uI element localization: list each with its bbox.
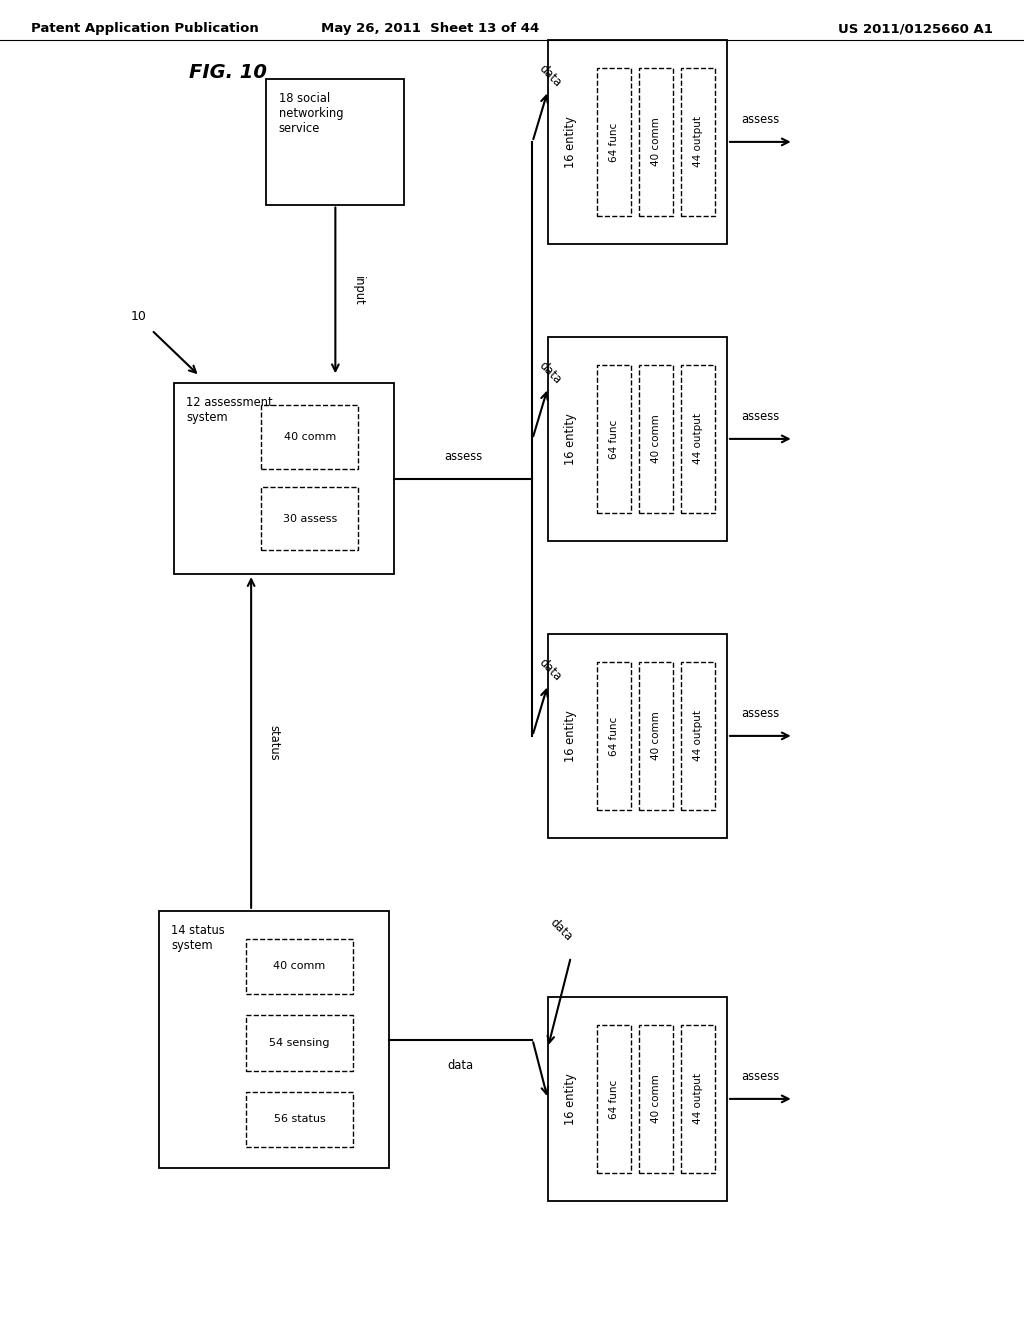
Bar	[261, 487, 358, 550]
Text: 14 status
system: 14 status system	[171, 924, 224, 952]
Bar	[639, 364, 673, 513]
Text: 64 func: 64 func	[609, 1080, 618, 1118]
Text: 10: 10	[130, 310, 146, 323]
Text: assess: assess	[741, 1071, 780, 1082]
Text: 40 comm: 40 comm	[651, 1074, 660, 1123]
Text: 16 entity: 16 entity	[564, 116, 577, 168]
Text: FIG. 10: FIG. 10	[189, 63, 267, 82]
Text: 56 status: 56 status	[273, 1114, 326, 1125]
Text: 40 comm: 40 comm	[651, 117, 660, 166]
Bar	[639, 69, 673, 216]
Bar	[597, 69, 631, 216]
Text: 40 comm: 40 comm	[284, 432, 336, 442]
Text: 30 assess: 30 assess	[283, 513, 337, 524]
Text: May 26, 2011  Sheet 13 of 44: May 26, 2011 Sheet 13 of 44	[321, 22, 540, 36]
Text: 18 social
networking
service: 18 social networking service	[279, 92, 343, 136]
Text: US 2011/0125660 A1: US 2011/0125660 A1	[839, 22, 993, 36]
Bar	[246, 1015, 353, 1071]
Text: 64 func: 64 func	[609, 420, 618, 458]
Text: status: status	[267, 725, 281, 760]
Text: 40 comm: 40 comm	[273, 961, 326, 972]
Bar	[548, 40, 727, 244]
Bar	[597, 663, 631, 809]
Text: assess: assess	[741, 114, 780, 125]
Text: 44 output: 44 output	[693, 413, 702, 465]
Text: 16 entity: 16 entity	[564, 710, 577, 762]
Text: 64 func: 64 func	[609, 123, 618, 161]
Bar	[597, 1024, 631, 1173]
Text: 40 comm: 40 comm	[651, 414, 660, 463]
Text: 54 sensing: 54 sensing	[269, 1038, 330, 1048]
Bar	[681, 69, 715, 216]
Text: data: data	[537, 359, 564, 387]
Bar	[548, 634, 727, 838]
Bar	[597, 364, 631, 513]
Bar	[246, 1092, 353, 1147]
Text: data: data	[447, 1059, 474, 1072]
Bar	[681, 1024, 715, 1173]
Bar	[174, 383, 394, 574]
Text: Patent Application Publication: Patent Application Publication	[31, 22, 258, 36]
Text: input: input	[351, 276, 365, 305]
Text: 40 comm: 40 comm	[651, 711, 660, 760]
Text: 44 output: 44 output	[693, 116, 702, 168]
Text: assess: assess	[444, 450, 482, 463]
Text: 12 assessment
system: 12 assessment system	[186, 396, 273, 424]
Bar	[639, 1024, 673, 1173]
Text: data: data	[537, 656, 564, 684]
Text: 44 output: 44 output	[693, 1073, 702, 1125]
Bar	[159, 911, 389, 1168]
Bar	[548, 337, 727, 541]
Text: 64 func: 64 func	[609, 717, 618, 755]
Bar	[261, 405, 358, 469]
Bar	[548, 997, 727, 1201]
Text: assess: assess	[741, 708, 780, 721]
Bar	[266, 79, 404, 205]
Bar	[681, 364, 715, 513]
Text: 16 entity: 16 entity	[564, 1073, 577, 1125]
Text: data: data	[547, 916, 574, 944]
Text: data: data	[537, 62, 564, 90]
Text: 44 output: 44 output	[693, 710, 702, 762]
Bar	[639, 663, 673, 809]
Bar	[681, 663, 715, 809]
Bar	[246, 939, 353, 994]
Text: assess: assess	[741, 411, 780, 422]
Text: 16 entity: 16 entity	[564, 413, 577, 465]
